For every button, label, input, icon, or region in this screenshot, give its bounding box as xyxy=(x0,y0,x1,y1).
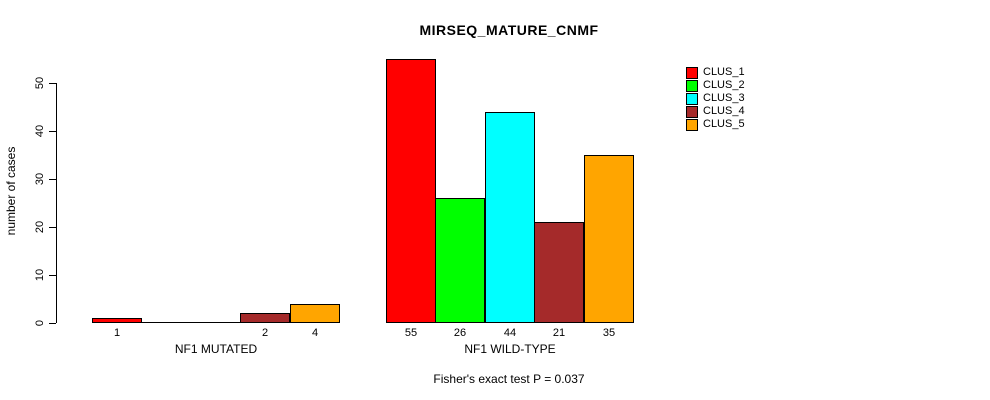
y-axis-tick xyxy=(49,131,56,132)
bar-clus_5-nf1-mutated xyxy=(290,304,340,323)
y-tick-label: 30 xyxy=(34,172,46,186)
y-tick-label: 50 xyxy=(34,76,46,90)
legend-label-clus-1: CLUS_1 xyxy=(703,66,745,78)
legend-item-clus-3: CLUS_3 xyxy=(686,92,745,105)
bar-clus_5-nf1-wild-type xyxy=(584,155,634,323)
bar-clus_2-nf1-wild-type xyxy=(435,198,485,323)
bar-value-label: 35 xyxy=(602,327,616,339)
bar-clus_4-nf1-wild-type xyxy=(534,222,584,323)
legend-label-clus-2: CLUS_2 xyxy=(703,79,745,91)
bar-value-label: 21 xyxy=(552,327,566,339)
chart-title: MIRSEQ_MATURE_CNMF xyxy=(419,22,599,38)
legend-swatch-clus-1 xyxy=(686,66,698,79)
bar-value-label: 4 xyxy=(311,327,319,339)
legend-item-clus-4: CLUS_4 xyxy=(686,105,745,118)
legend: CLUS_1 CLUS_2 CLUS_3 CLUS_4 CLUS_5 xyxy=(686,66,745,131)
bar-clus_1-nf1-wild-type xyxy=(386,59,436,323)
bar-clus_1-nf1-mutated xyxy=(92,318,142,323)
x-group-label: NF1 WILD-TYPE xyxy=(464,342,556,356)
legend-item-clus-2: CLUS_2 xyxy=(686,79,745,92)
bar-value-label: 55 xyxy=(404,327,418,339)
bar-value-label: 2 xyxy=(261,327,269,339)
y-axis-tick xyxy=(49,323,56,324)
y-axis-tick xyxy=(49,83,56,84)
bar-clus_4-nf1-mutated xyxy=(240,313,290,323)
legend-swatch-clus-3 xyxy=(686,92,698,105)
y-tick-label: 20 xyxy=(34,220,46,234)
legend-label-clus-5: CLUS_5 xyxy=(703,118,745,130)
x-baseline xyxy=(92,322,340,323)
legend-swatch-clus-5 xyxy=(686,118,698,131)
legend-item-clus-5: CLUS_5 xyxy=(686,118,745,131)
y-axis-label: number of cases xyxy=(4,146,18,236)
y-axis-tick xyxy=(49,275,56,276)
legend-label-clus-4: CLUS_4 xyxy=(703,105,745,117)
y-tick-label: 10 xyxy=(34,268,46,282)
y-tick-label: 0 xyxy=(34,319,46,327)
legend-label-clus-3: CLUS_3 xyxy=(703,92,745,104)
y-tick-label: 40 xyxy=(34,124,46,138)
y-axis-line xyxy=(56,83,57,323)
bar-value-label: 44 xyxy=(503,327,517,339)
y-axis-tick xyxy=(49,227,56,228)
legend-swatch-clus-4 xyxy=(686,105,698,118)
bar-value-label: 1 xyxy=(113,327,121,339)
bar-clus_3-nf1-wild-type xyxy=(485,112,535,323)
annotation-text: Fisher's exact test P = 0.037 xyxy=(433,372,585,386)
legend-item-clus-1: CLUS_1 xyxy=(686,66,745,79)
x-group-label: NF1 MUTATED xyxy=(174,342,258,356)
legend-swatch-clus-2 xyxy=(686,79,698,92)
y-axis-tick xyxy=(49,179,56,180)
bar-value-label: 26 xyxy=(453,327,467,339)
